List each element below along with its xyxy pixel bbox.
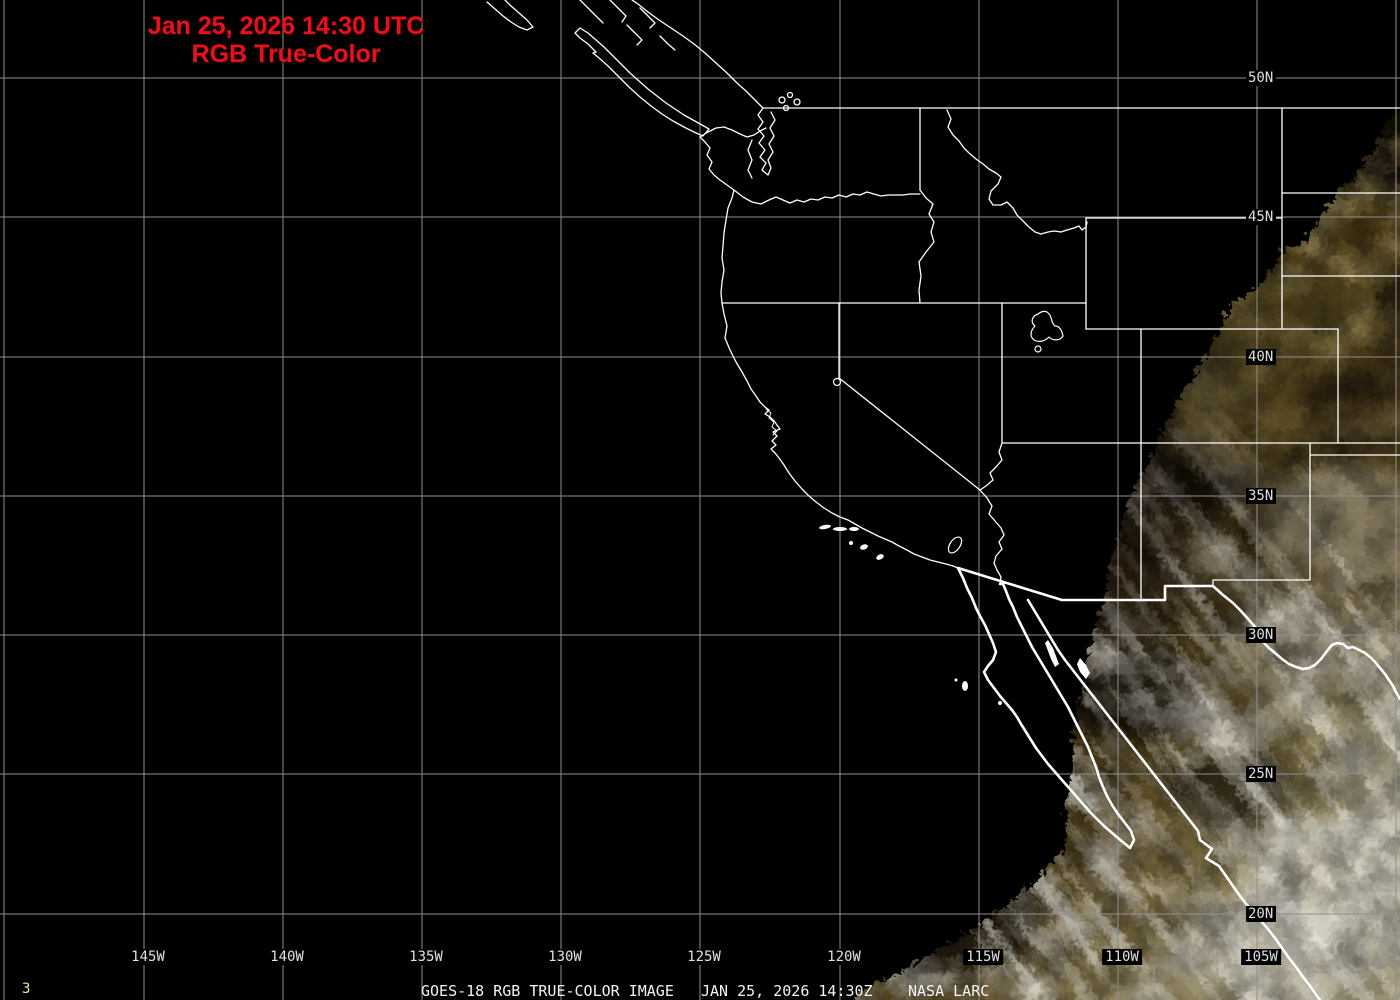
puget-sound-coastline: [699, 91, 801, 179]
sf-bay: [765, 408, 778, 436]
bc-coastline: [579, 0, 764, 109]
title-timestamp: Jan 25, 2026 14:30 UTC: [147, 12, 425, 40]
state-borders: [721, 107, 1400, 599]
lat-label-30N: 30N: [1246, 627, 1277, 643]
frame-number: 3: [22, 981, 31, 997]
lakes: [832, 310, 1064, 554]
caption-credit: NASA LARC: [908, 982, 990, 1000]
lon-label-105W: 105W: [1241, 949, 1281, 965]
lat-label-25N: 25N: [1246, 766, 1277, 782]
lon-label-140W: 140W: [267, 949, 307, 965]
lon-label-145W: 145W: [128, 949, 168, 965]
lat-label-35N: 35N: [1246, 488, 1277, 504]
baja-coastline: [956, 566, 1136, 850]
utah-lake: [1034, 345, 1042, 353]
title-product: RGB True-Color: [191, 40, 381, 68]
great-salt-lake: [1030, 310, 1064, 343]
coastline-us-west: [699, 136, 959, 569]
lon-label-135W: 135W: [406, 949, 446, 965]
lat-label-50N: 50N: [1246, 70, 1277, 86]
lon-label-115W: 115W: [963, 949, 1003, 965]
us-mexico-border: [956, 566, 1215, 602]
image-title: Jan 25, 2026 14:30 UTC RGB True-Color: [118, 12, 454, 68]
salton-sea: [947, 536, 963, 554]
caption-product: GOES-18 RGB TRUE-COLOR IMAGE: [421, 982, 674, 1000]
lat-label-45N: 45N: [1246, 209, 1277, 225]
lat-label-40N: 40N: [1246, 349, 1277, 365]
channel-islands: [819, 524, 884, 560]
lake-tahoe: [832, 377, 842, 387]
lon-label-130W: 130W: [545, 949, 585, 965]
lon-label-110W: 110W: [1102, 949, 1142, 965]
lat-label-20N: 20N: [1246, 906, 1277, 922]
lon-label-120W: 120W: [824, 949, 864, 965]
lon-label-125W: 125W: [684, 949, 724, 965]
vancouver-island: [574, 27, 710, 137]
mexico-mainland-coastline: [1026, 598, 1322, 1000]
caption-datetime: JAN 25, 2026 14:30Z: [701, 982, 873, 1000]
haida-gwaii-coastline: [486, 0, 534, 31]
gulf-of-california-islands: [954, 640, 1090, 705]
satellite-imagery: [832, 96, 1400, 1000]
